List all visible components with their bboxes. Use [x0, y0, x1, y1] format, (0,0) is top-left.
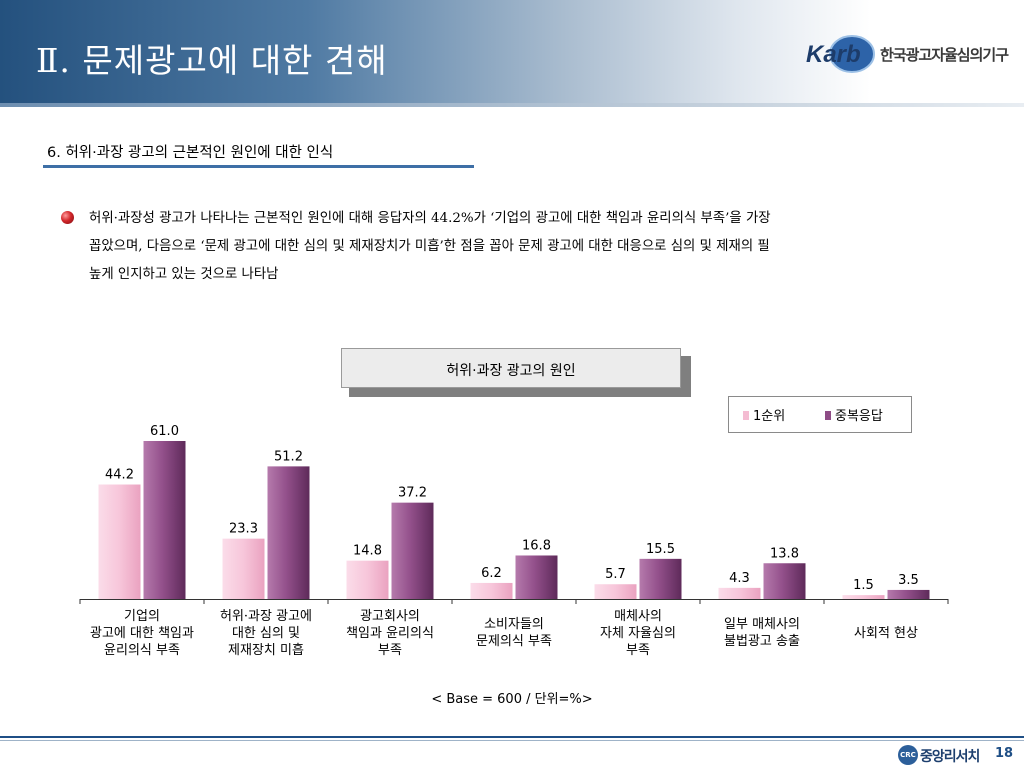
bar-rank1-5: [718, 587, 761, 599]
bullet-icon: [61, 211, 74, 224]
base-note: < Base = 600 / 단위=%>: [431, 692, 593, 707]
bar-rank1-1: [222, 538, 265, 599]
data-label-rank1-5: 4.3: [729, 571, 750, 586]
data-label-rank1-2: 14.8: [353, 544, 382, 559]
category-label: 매체사의 자체 자율심의 부족: [600, 609, 676, 658]
bar-rank1-4: [594, 584, 637, 599]
bar-multi-1: [267, 466, 310, 599]
karb-logo: Karb 한국광고자율심의기구: [804, 32, 1020, 76]
data-label-rank1-4: 5.7: [605, 567, 626, 582]
bar-multi-5: [763, 563, 806, 599]
footer-divider-thin: [0, 740, 1024, 741]
category-label: 소비자들의 문제의식 부족: [476, 617, 552, 649]
summary-line: 높게 인지하고 있는 것으로 나타남: [89, 267, 279, 282]
category-label: 사회적 현상: [854, 626, 918, 641]
bar-rank1-2: [346, 560, 389, 599]
data-label-rank1-3: 6.2: [481, 566, 502, 581]
legend-item-series-2: 중복응답: [825, 405, 883, 424]
legend-label-series-1: 1순위: [753, 409, 786, 424]
bar-multi-3: [515, 555, 558, 599]
page-title: Ⅱ. 문제광고에 대한 견해: [36, 41, 388, 80]
data-label-multi-6: 3.5: [898, 573, 919, 588]
header-divider: [0, 103, 1024, 107]
summary-text: 허위·과장성 광고가 나타나는 근본적인 원인에 대해 응답자의 44.2%가 …: [89, 205, 1024, 297]
bar-rank1-0: [98, 484, 141, 599]
crc-logo-icon: CRC: [898, 745, 918, 765]
data-label-rank1-1: 23.3: [229, 522, 258, 537]
footer-divider: [0, 736, 1024, 738]
bar-rank1-6: [842, 595, 885, 599]
research-company-name: 중앙리서치: [920, 749, 980, 765]
bar-multi-0: [143, 441, 186, 599]
legend-label-series-2: 중복응답: [835, 409, 883, 424]
data-label-multi-4: 15.5: [646, 542, 675, 557]
category-label: 허위·과장 광고에 대한 심의 및 제재장치 미흡: [220, 609, 312, 658]
data-label-multi-2: 37.2: [398, 486, 427, 501]
data-label-rank1-0: 44.2: [105, 468, 134, 483]
bar-multi-2: [391, 502, 434, 599]
summary-line: 꼽았으며, 다음으로 ‘문제 광고에 대한 심의 및 제재장치가 미흡’한 점을…: [89, 239, 770, 254]
bar-rank1-3: [470, 582, 513, 599]
category-label: 광고회사의 책임과 윤리의식 부족: [346, 609, 434, 658]
data-label-multi-5: 13.8: [770, 546, 799, 561]
data-label-multi-0: 61.0: [150, 424, 179, 439]
data-label-rank1-6: 1.5: [853, 578, 874, 593]
karb-logo-mark: Karb: [806, 35, 875, 73]
bar-multi-4: [639, 558, 682, 599]
section-underline: [43, 165, 474, 168]
category-label: 일부 매체사의 불법광고 송출: [724, 617, 800, 649]
category-label: 기업의 광고에 대한 책임과 윤리의식 부족: [90, 609, 194, 658]
data-label-multi-3: 16.8: [522, 538, 551, 553]
chart-title: 허위·과장 광고의 원인: [446, 363, 576, 379]
legend-swatch-series-1: [743, 411, 749, 420]
page-number: 18: [995, 746, 1014, 761]
legend-item-series-1: 1순위: [743, 405, 785, 424]
logo-org-name: 한국광고자율심의기구: [880, 46, 1009, 64]
section-title: 6. 허위·과장 광고의 근본적인 원인에 대한 인식: [47, 145, 334, 161]
summary-line: 허위·과장성 광고가 나타나는 근본적인 원인에 대해 응답자의 44.2%가 …: [89, 211, 771, 226]
bar-multi-6: [887, 589, 930, 599]
chart-title-box: 허위·과장 광고의 원인: [341, 348, 681, 388]
data-label-multi-1: 51.2: [274, 449, 303, 464]
chart-legend: 1순위 중복응답: [728, 396, 912, 433]
logo-mark-text: Karb: [806, 41, 861, 68]
legend-swatch-series-2: [825, 411, 831, 420]
